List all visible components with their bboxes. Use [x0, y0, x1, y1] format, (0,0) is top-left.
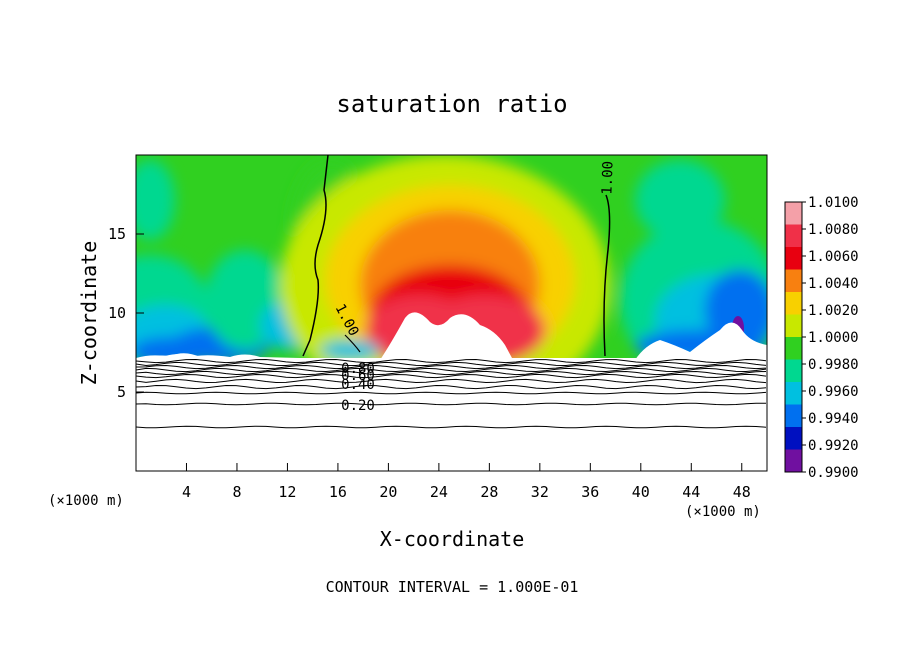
- contour-1.00-lower: [344, 334, 361, 353]
- x-tick-label: 20: [379, 483, 397, 501]
- x-axis-ticks: 4 8 12 16 20 24 28 32 36 40 44 48: [182, 463, 751, 501]
- x-tick-label: 44: [682, 483, 700, 501]
- x-tick-label: 48: [733, 483, 751, 501]
- field-blob: [635, 160, 725, 240]
- contour-label: 0.60: [341, 368, 375, 384]
- contour-line: [136, 364, 767, 370]
- x-tick-label: 32: [531, 483, 549, 501]
- contour-line: [136, 425, 767, 429]
- colorbar-segment: [785, 292, 802, 315]
- x-tick-label: 36: [581, 483, 599, 501]
- colorbar-label: 1.0040: [808, 276, 859, 292]
- x-unit-left: (×1000 m): [48, 493, 124, 509]
- x-tick-label: 4: [182, 483, 191, 501]
- x-tick-label: 16: [329, 483, 347, 501]
- colorbar-label: 1.0100: [808, 195, 859, 211]
- colorbar-label: 0.9920: [808, 438, 859, 454]
- cloud-gap-center: [380, 312, 512, 360]
- contour-line: [136, 402, 766, 406]
- y-axis-title: Z-coordinate: [77, 241, 101, 386]
- colorbar-segment: [785, 404, 802, 428]
- contour-line: [136, 391, 767, 395]
- colorbar-segment: [785, 247, 802, 270]
- x-tick-label: 28: [480, 483, 498, 501]
- field-blob: [320, 340, 380, 360]
- colorbar-label: 0.9980: [808, 357, 859, 373]
- y-tick-label: 5: [117, 383, 126, 401]
- colorbar-label: 0.9940: [808, 411, 859, 427]
- saturation-field: [136, 155, 767, 360]
- colorbar-segment: [785, 314, 802, 338]
- colorbar-label: 0.9960: [808, 384, 859, 400]
- y-axis-ticks: 5 10 15: [108, 225, 144, 401]
- colorbar-segment: [785, 202, 802, 225]
- contour-1.00-left: [302, 155, 329, 357]
- field-blob: [136, 160, 175, 240]
- x-unit-right: (×1000 m): [685, 504, 761, 520]
- contour-label: 1.00: [599, 161, 616, 195]
- contour-line: [136, 373, 767, 379]
- x-tick-label: 40: [632, 483, 650, 501]
- contour-interval-note: CONTOUR INTERVAL = 1.000E-01: [326, 578, 579, 596]
- colorbar-label: 1.0000: [808, 330, 859, 346]
- colorbar-segment: [785, 269, 802, 293]
- colorbar: 1.0100 1.0080 1.0060 1.0040 1.0020 1.0000 0.99…: [784, 195, 859, 481]
- contour-line: [136, 361, 767, 367]
- colorbar-label: 1.0060: [808, 249, 859, 265]
- x-tick-label: 24: [430, 483, 448, 501]
- y-tick-label: 15: [108, 225, 126, 243]
- colorbar-label: 1.0080: [808, 222, 859, 238]
- colorbar-segment: [785, 427, 802, 450]
- contour-line: [136, 378, 767, 384]
- colorbar-segment: [785, 224, 802, 248]
- colorbar-segment: [785, 449, 802, 473]
- contour-1.00-right: [603, 194, 611, 357]
- x-tick-label: 8: [232, 483, 241, 501]
- contour-label: 0.20: [341, 398, 375, 414]
- chart-title: saturation ratio: [336, 90, 567, 118]
- cloud-gap-right: [635, 322, 767, 360]
- contour-label: 0.40: [341, 377, 375, 393]
- x-tick-label: 12: [278, 483, 296, 501]
- y-tick-label: 10: [108, 304, 126, 322]
- colorbar-segment: [785, 382, 802, 405]
- colorbar-segment: [785, 337, 802, 360]
- lower-region: [136, 354, 767, 471]
- contour-line: [136, 384, 767, 390]
- contour-line: [136, 370, 767, 376]
- x-axis-title: X-coordinate: [380, 527, 525, 551]
- contour-label: 0.80: [341, 361, 375, 377]
- colorbar-segment: [785, 359, 802, 383]
- contour-line: [136, 367, 767, 373]
- colorbar-label: 0.9900: [808, 465, 859, 481]
- contour-line: [136, 358, 767, 364]
- colorbar-label: 1.0020: [808, 303, 859, 319]
